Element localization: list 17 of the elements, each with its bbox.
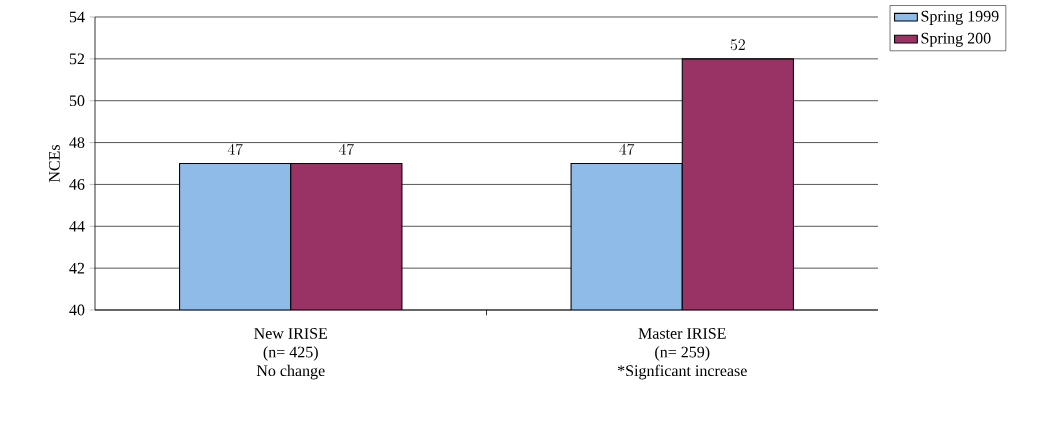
y-tick-label: 46 bbox=[69, 179, 85, 190]
legend-label: Spring 1999 bbox=[921, 10, 999, 25]
y-tick-label: 40 bbox=[69, 304, 85, 316]
legend-label: Spring 200 bbox=[921, 32, 991, 47]
data-label: 52 bbox=[730, 39, 745, 51]
y-tick-label: 52 bbox=[69, 53, 85, 65]
data-label: 47 bbox=[338, 143, 354, 155]
y-tick-label: 44 bbox=[69, 221, 85, 232]
y-axis-title: NCEs bbox=[49, 144, 60, 183]
x-tick-label: New IRISE (n= 425) No change bbox=[254, 328, 328, 380]
x-tick-label: Master IRISE (n= 259) *Signficant increase bbox=[617, 328, 747, 380]
y-tick-label: 48 bbox=[69, 137, 85, 148]
y-tick-label: 42 bbox=[69, 262, 85, 274]
data-label: 47 bbox=[619, 143, 635, 155]
y-tick-label: 50 bbox=[69, 95, 85, 107]
data-label: 47 bbox=[227, 143, 243, 155]
y-tick-label: 54 bbox=[69, 11, 85, 23]
